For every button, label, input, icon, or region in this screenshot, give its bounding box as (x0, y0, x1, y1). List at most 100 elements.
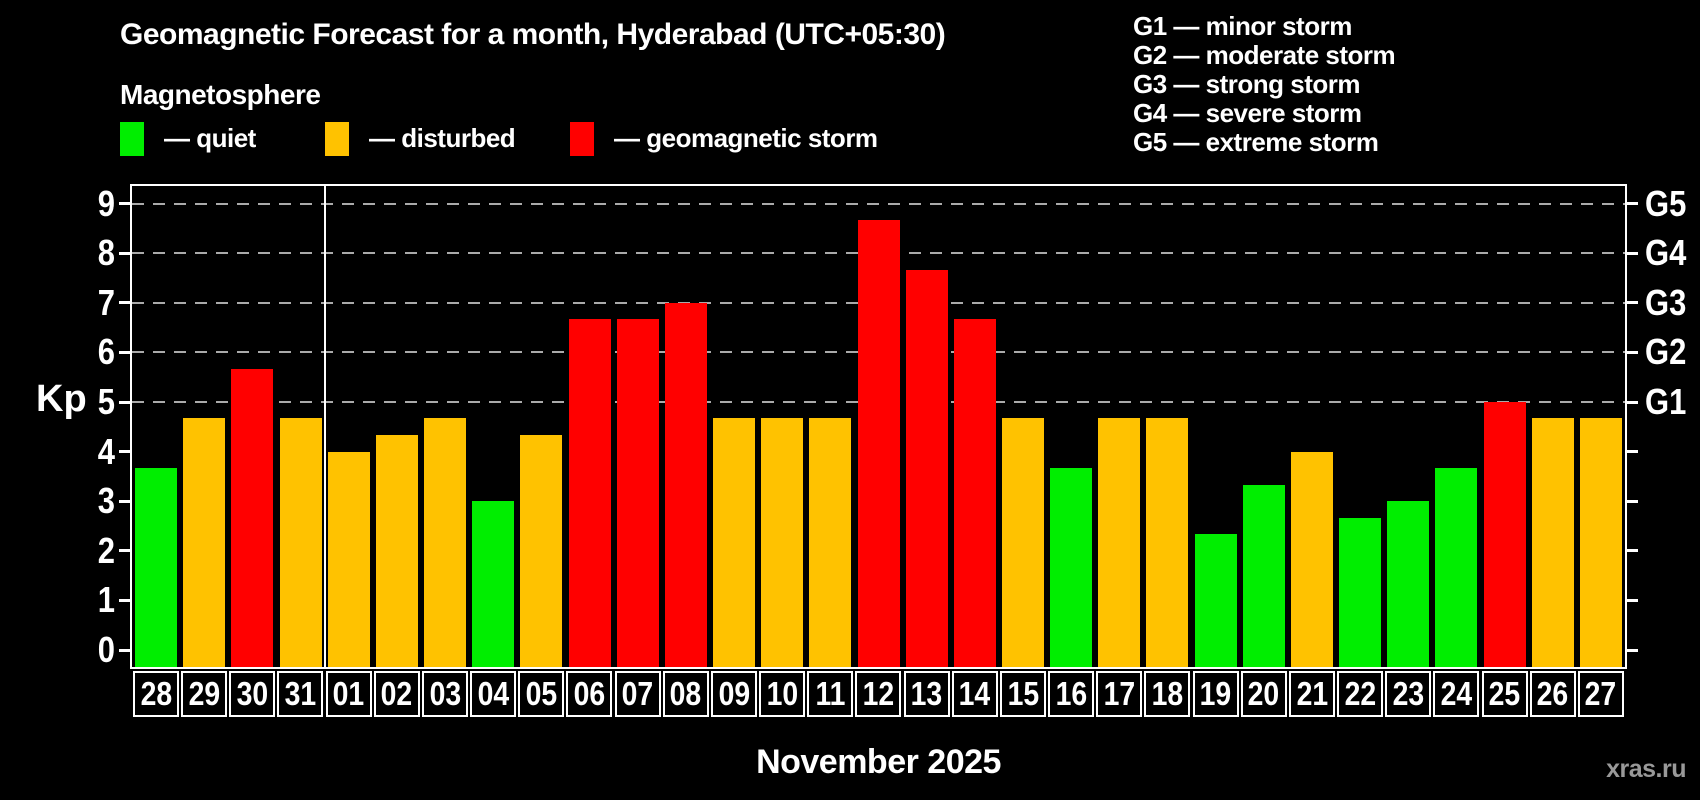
kp-axis-tick-left-7 (119, 301, 132, 305)
kp-axis-tick-label-9: 9 (55, 183, 115, 225)
kp-axis-tick-right-1 (1625, 598, 1638, 602)
date-text: 09 (718, 675, 750, 712)
g3-legend-line: G3 — strong storm (1133, 69, 1360, 99)
g-scale-legend: G1 — minor storm G2 — moderate storm G3 … (1133, 11, 1396, 157)
kp-axis-tick-label-5: 5 (55, 381, 115, 423)
kp-tick-text: 6 (97, 331, 115, 373)
kp-axis-tick-label-1: 1 (55, 579, 115, 621)
kp-axis-tick-right-3 (1625, 499, 1638, 503)
legend-label-storm: — geomagnetic storm (614, 123, 878, 153)
date-cell-06: 06 (566, 671, 613, 717)
kp-axis-tick-label-0: 0 (55, 629, 115, 671)
kp-bar-06 (568, 319, 611, 667)
g-axis-label-g4: G4 (1645, 232, 1700, 274)
date-cell-26: 26 (1529, 671, 1576, 717)
date-text: 26 (1536, 675, 1569, 712)
legend-item-quiet: — quiet (120, 120, 320, 158)
kp-axis-tick-label-7: 7 (55, 282, 115, 324)
watermark: xras.ru (1606, 755, 1686, 783)
kp-axis-tick-label-2: 2 (55, 530, 115, 572)
page-title: Geomagnetic Forecast for a month, Hydera… (120, 18, 946, 51)
kp-bar-29 (183, 418, 226, 667)
kp-tick-text: 0 (97, 629, 115, 670)
kp-bar-19 (1194, 534, 1237, 667)
date-text: 16 (1055, 675, 1087, 712)
date-cell-30: 30 (229, 671, 276, 717)
kp-bar-25 (1483, 402, 1526, 667)
disturbed-swatch-icon (325, 122, 349, 156)
plot-border (130, 184, 1627, 669)
kp-tick-text: 4 (97, 430, 115, 472)
kp-bar-28 (135, 467, 178, 667)
date-cell-16: 16 (1048, 671, 1095, 717)
kp-axis-tick-right-2 (1625, 549, 1638, 553)
kp-bar-12 (857, 219, 900, 667)
date-cell-14: 14 (951, 671, 998, 717)
quiet-swatch-icon (120, 122, 144, 156)
g-axis-text: G5 (1645, 182, 1687, 224)
kp-axis-tick-right-6 (1625, 350, 1638, 354)
date-text: 06 (573, 675, 606, 712)
date-cell-31: 31 (277, 671, 324, 717)
date-text: 30 (236, 675, 269, 712)
kp-axis-tick-right-9 (1625, 202, 1638, 206)
date-text: 14 (958, 675, 991, 712)
x-axis-title: November 2025 (756, 743, 1001, 781)
kp-axis-tick-right-5 (1625, 400, 1638, 404)
date-text: 11 (815, 675, 846, 712)
date-text: 02 (381, 675, 413, 712)
date-cell-27: 27 (1577, 671, 1624, 717)
date-text: 20 (1247, 675, 1280, 712)
kp-tick-text: 2 (97, 529, 115, 571)
g1-legend-line: G1 — minor storm (1133, 11, 1352, 41)
kp-bar-20 (1242, 484, 1285, 667)
kp-bar-02 (375, 435, 418, 667)
date-cell-09: 09 (710, 671, 757, 717)
kp-axis-tick-left-5 (119, 400, 132, 404)
kp-axis-tick-label-8: 8 (55, 232, 115, 274)
date-cell-18: 18 (1144, 671, 1191, 717)
kp-axis-tick-right-8 (1625, 251, 1638, 255)
kp-axis-tick-left-1 (119, 598, 132, 602)
kp-bar-04 (472, 501, 515, 667)
date-cell-04: 04 (470, 671, 517, 717)
date-text: 08 (669, 675, 702, 712)
kp-bar-10 (761, 418, 804, 667)
date-cell-25: 25 (1481, 671, 1528, 717)
g-axis-label-g1: G1 (1645, 381, 1700, 423)
date-text: 24 (1440, 675, 1473, 712)
date-text: 27 (1585, 675, 1617, 712)
date-cell-13: 13 (903, 671, 950, 717)
date-text: 03 (429, 675, 461, 712)
kp-bar-14 (953, 319, 996, 667)
date-text: 17 (1103, 675, 1136, 712)
kp-axis-tick-label-3: 3 (55, 480, 115, 522)
g4-legend-line: G4 — severe storm (1133, 98, 1362, 128)
date-cell-22: 22 (1337, 671, 1384, 717)
date-cell-15: 15 (999, 671, 1046, 717)
date-text: 25 (1488, 675, 1521, 712)
date-text: 29 (188, 675, 220, 712)
date-cell-08: 08 (662, 671, 709, 717)
y-axis-title: Kp (36, 378, 87, 420)
kp-axis-tick-label-4: 4 (55, 431, 115, 473)
kp-bar-17 (1098, 418, 1141, 667)
date-cell-10: 10 (759, 671, 806, 717)
g5-legend-line: G5 — extreme storm (1133, 127, 1379, 157)
kp-tick-text: 9 (97, 182, 115, 224)
date-text: 15 (1007, 675, 1039, 712)
date-text: 12 (862, 675, 895, 712)
date-text: 13 (910, 675, 943, 712)
date-text: 28 (140, 675, 172, 712)
date-cell-21: 21 (1288, 671, 1335, 717)
kp-tick-text: 7 (97, 281, 115, 323)
kp-axis-tick-left-9 (119, 202, 132, 206)
date-cell-20: 20 (1240, 671, 1287, 717)
date-cell-24: 24 (1433, 671, 1480, 717)
date-text: 10 (766, 675, 798, 712)
date-text: 19 (1199, 675, 1232, 712)
kp-bar-13 (905, 269, 948, 667)
date-cell-01: 01 (325, 671, 372, 717)
legend-item-storm: — geomagnetic storm (570, 120, 900, 158)
